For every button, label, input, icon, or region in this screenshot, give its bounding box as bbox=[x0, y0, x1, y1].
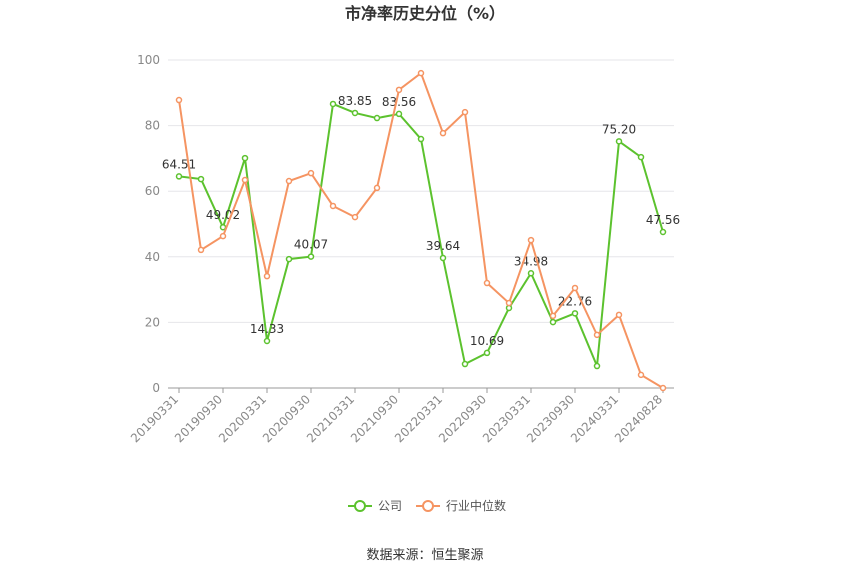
point bbox=[615, 138, 623, 145]
point bbox=[659, 384, 667, 392]
x-tick-label: 20240828 bbox=[612, 392, 665, 445]
point bbox=[351, 213, 359, 221]
point bbox=[395, 110, 403, 118]
point bbox=[571, 310, 579, 317]
point bbox=[175, 173, 183, 180]
point bbox=[637, 371, 645, 379]
data-label: 83.56 bbox=[382, 95, 416, 109]
data-label: 22.76 bbox=[558, 294, 592, 308]
point bbox=[527, 270, 535, 277]
data-label: 64.51 bbox=[162, 157, 196, 171]
data-label: 83.85 bbox=[338, 94, 372, 108]
y-tick-label: 60 bbox=[145, 184, 160, 198]
data-label: 34.98 bbox=[514, 254, 548, 268]
point bbox=[307, 253, 315, 260]
point bbox=[219, 232, 227, 240]
point bbox=[593, 362, 601, 370]
point bbox=[505, 299, 513, 307]
point bbox=[175, 96, 183, 104]
y-tick-label: 0 bbox=[152, 381, 160, 395]
data-label: 14.33 bbox=[250, 322, 284, 336]
point bbox=[395, 86, 403, 94]
y-tick-label: 20 bbox=[145, 315, 160, 329]
point bbox=[197, 246, 205, 254]
point bbox=[593, 331, 601, 339]
point bbox=[439, 129, 447, 137]
point bbox=[241, 154, 249, 162]
point bbox=[417, 69, 425, 77]
point bbox=[307, 169, 315, 177]
data-label: 49.02 bbox=[206, 208, 240, 222]
series-line bbox=[178, 71, 664, 389]
y-tick-label: 40 bbox=[145, 250, 160, 264]
point bbox=[439, 254, 447, 262]
data-label: 47.56 bbox=[646, 213, 680, 227]
data-label: 39.64 bbox=[426, 239, 460, 253]
point bbox=[329, 202, 337, 210]
point bbox=[285, 177, 293, 185]
point bbox=[417, 135, 425, 143]
point bbox=[659, 228, 667, 236]
point bbox=[637, 153, 645, 161]
legend-label: 公司 bbox=[378, 499, 402, 513]
point bbox=[373, 184, 381, 192]
data-label: 75.20 bbox=[602, 122, 636, 136]
legend-marker bbox=[422, 500, 435, 512]
y-tick-label: 100 bbox=[137, 53, 160, 67]
point bbox=[351, 109, 359, 117]
point bbox=[329, 100, 337, 108]
point bbox=[549, 312, 557, 320]
data-label: 40.07 bbox=[294, 238, 328, 252]
point bbox=[615, 311, 623, 319]
point bbox=[549, 318, 557, 326]
chart-title: 市净率历史分位（%） bbox=[345, 4, 505, 23]
point bbox=[241, 176, 249, 184]
legend-label: 行业中位数 bbox=[446, 498, 506, 513]
point bbox=[263, 337, 271, 345]
data-label: 10.69 bbox=[470, 334, 504, 348]
source: 数据来源：恒生聚源 bbox=[366, 548, 483, 563]
legend-marker bbox=[354, 500, 366, 512]
point bbox=[285, 255, 293, 263]
point bbox=[527, 236, 535, 244]
point bbox=[461, 360, 469, 368]
point bbox=[483, 349, 491, 357]
point bbox=[263, 272, 271, 280]
point bbox=[373, 114, 381, 122]
point bbox=[483, 279, 491, 287]
point bbox=[461, 108, 469, 116]
y-tick-label: 80 bbox=[145, 119, 160, 133]
point bbox=[571, 284, 579, 292]
point bbox=[197, 175, 205, 183]
